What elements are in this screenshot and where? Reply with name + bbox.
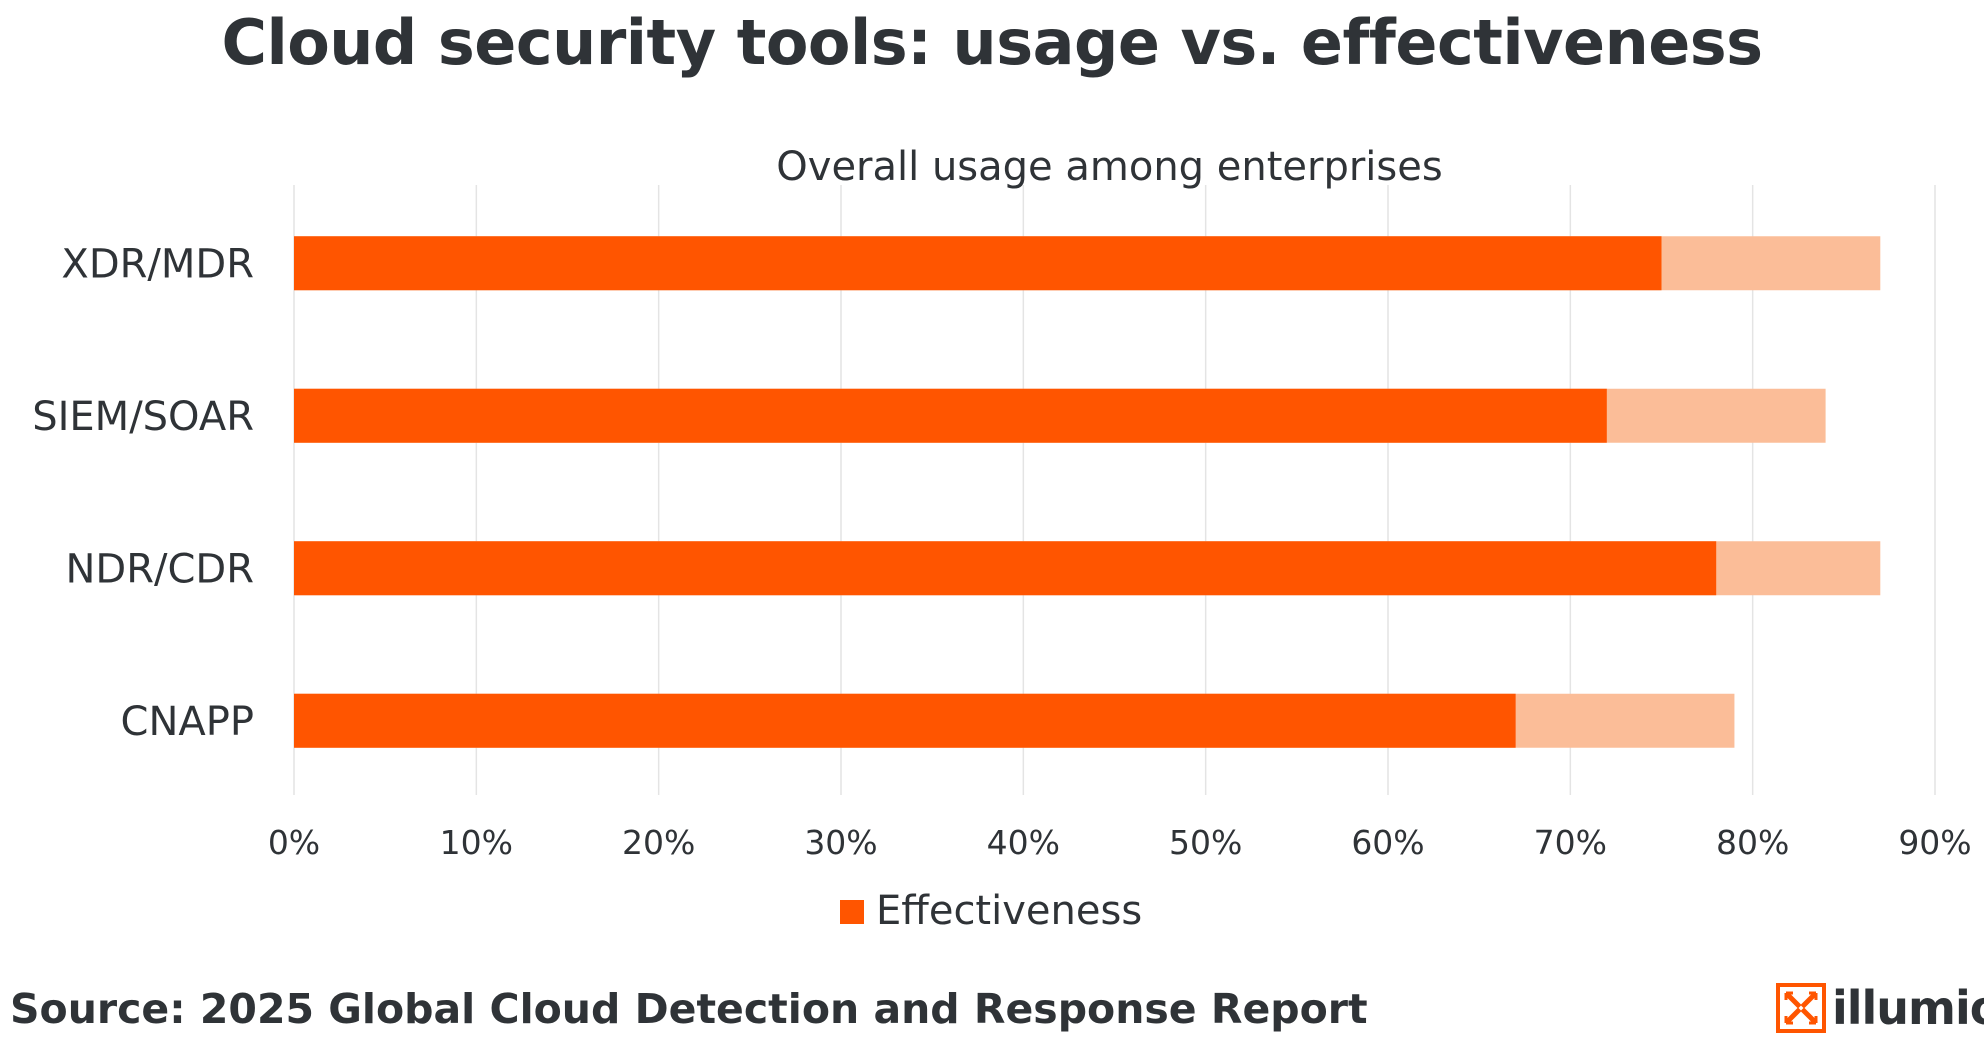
bar-effectiveness	[294, 236, 1662, 291]
x-tick-label: 50%	[1169, 823, 1242, 862]
category-label: SIEM/SOAR	[32, 394, 254, 440]
bar-effectiveness	[294, 541, 1717, 596]
bar-effectiveness	[294, 693, 1516, 748]
x-tick-label: 80%	[1716, 823, 1789, 862]
category-label: CNAPP	[121, 699, 254, 745]
category-label: XDR/MDR	[61, 241, 254, 287]
x-tick-label: 60%	[1351, 823, 1424, 862]
x-tick-label: 0%	[268, 823, 320, 862]
x-tick-label: 90%	[1898, 823, 1971, 862]
logo-text: illumio	[1832, 981, 1984, 1035]
x-tick-label: 30%	[804, 823, 877, 862]
source-note: Source: 2025 Global Cloud Detection and …	[10, 985, 1368, 1033]
x-tick-label: 20%	[622, 823, 695, 862]
bar-effectiveness	[294, 388, 1607, 443]
x-tick-label: 10%	[440, 823, 513, 862]
illumio-logo-icon	[1776, 983, 1826, 1033]
illumio-logo: illumio	[1776, 980, 1984, 1036]
legend-swatch	[840, 900, 864, 924]
x-tick-label: 40%	[987, 823, 1060, 862]
category-label: NDR/CDR	[65, 546, 254, 592]
x-tick-label: 70%	[1534, 823, 1607, 862]
chart-title: Overall usage among enterprises	[776, 144, 1442, 190]
page-title: Cloud security tools: usage vs. effectiv…	[221, 6, 1763, 79]
bar-chart: Overall usage among enterprises 0% 10% 20% 3…	[32, 144, 1971, 934]
legend-label: Effectiveness	[876, 888, 1142, 934]
